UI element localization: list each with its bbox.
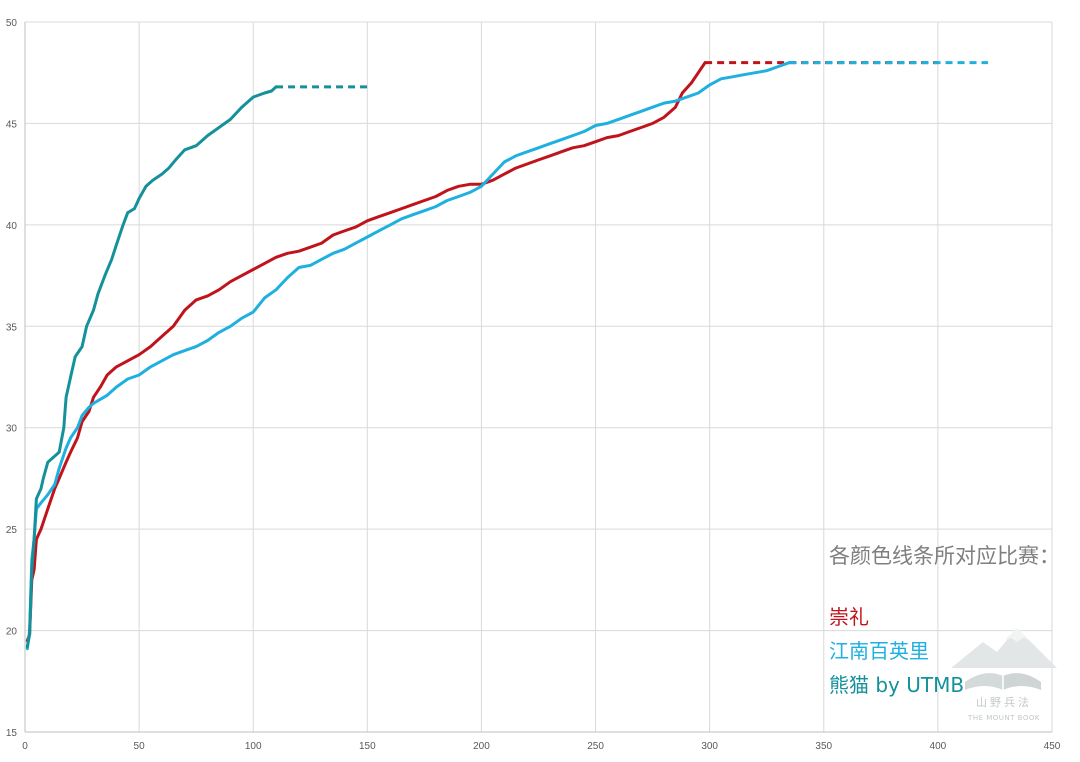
legend-item-chongli: 崇礼 (829, 605, 869, 629)
gridlines (24, 21, 1053, 733)
series-lines (25, 61, 989, 651)
y-tick-label: 50 (6, 18, 18, 29)
x-tick-label: 450 (1044, 741, 1061, 752)
y-tick-label: 45 (6, 119, 18, 130)
x-tick-label: 150 (359, 741, 376, 752)
x-tick-label: 0 (22, 741, 28, 752)
series-1-line (25, 61, 791, 651)
y-tick-label: 25 (6, 525, 18, 536)
mountain-book-icon (951, 628, 1057, 690)
y-tick-label: 40 (6, 221, 18, 232)
watermark-logo: 山野兵法 THE MOUNT BOOK (945, 624, 1063, 730)
y-tick-label: 35 (6, 322, 18, 333)
series-2-line (25, 85, 278, 649)
y-tick-label: 15 (6, 728, 18, 739)
x-tick-label: 200 (473, 741, 490, 752)
tick-labels: 0 50 100 150 200 250 300 350 400 450 15 20 25 30 35 40 4… (6, 18, 1061, 752)
legend-item-panda-utmb: 熊猫 by UTMB (829, 673, 965, 697)
y-tick-label: 30 (6, 424, 18, 435)
x-tick-label: 300 (701, 741, 718, 752)
x-tick-label: 250 (587, 741, 604, 752)
chart-legend: 各颜色线条所对应比赛： 崇礼 江南百英里 熊猫 by UTMB (829, 540, 1060, 702)
x-tick-label: 100 (245, 741, 262, 752)
watermark-chinese-text: 山野兵法 (976, 696, 1032, 709)
x-tick-label: 400 (930, 741, 947, 752)
y-tick-label: 20 (6, 627, 18, 638)
series-0-line (25, 61, 707, 643)
legend-item-jiangnan: 江南百英里 (829, 639, 929, 663)
x-tick-label: 350 (815, 741, 832, 752)
x-tick-label: 50 (134, 741, 146, 752)
legend-title: 各颜色线条所对应比赛： (829, 544, 1060, 568)
watermark-english-text: THE MOUNT BOOK (968, 714, 1040, 722)
